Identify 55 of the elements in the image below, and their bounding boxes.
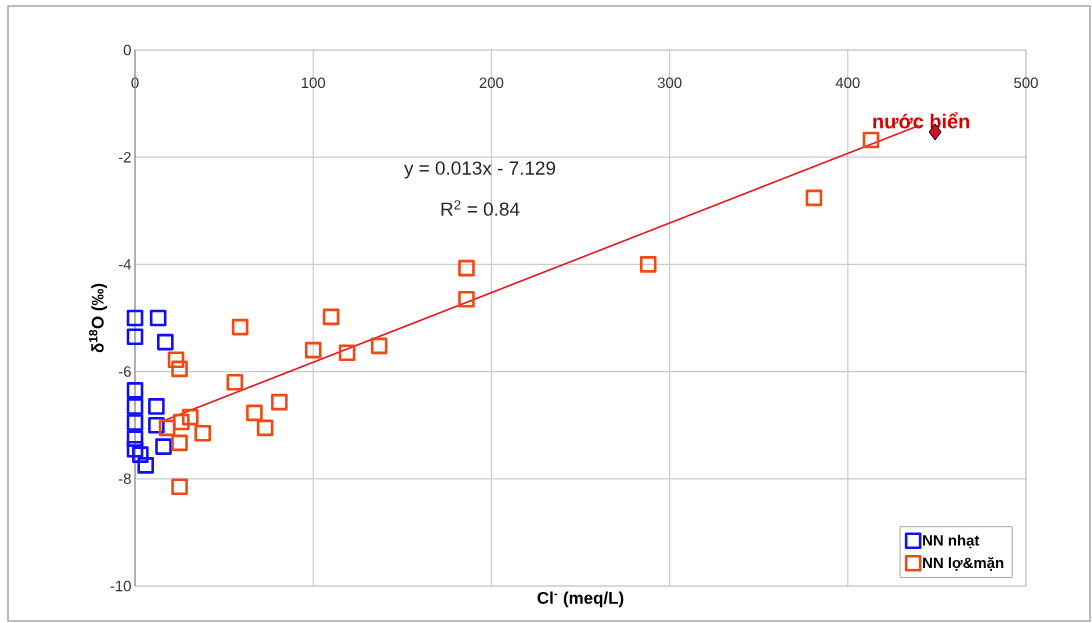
annotation: y = 0.013x - 7.129 (404, 161, 556, 179)
x-tick-label: 200 (479, 77, 504, 89)
point (132, 446, 149, 463)
point (157, 333, 174, 351)
point (639, 256, 657, 273)
point (126, 382, 144, 399)
point (194, 424, 212, 442)
annotation: nước biển (873, 112, 970, 129)
point (256, 419, 274, 437)
point (271, 393, 288, 411)
point (181, 408, 199, 426)
x-tick-label: 400 (835, 77, 860, 89)
x-tick-label: 100 (301, 77, 326, 89)
point (805, 189, 823, 207)
point (137, 457, 154, 474)
x-tick-label: 300 (657, 77, 682, 89)
point (158, 419, 176, 437)
point (167, 351, 185, 369)
point (226, 374, 244, 391)
x-axis-title: Cl$^{-}$ (meq/L) (537, 591, 624, 608)
point (126, 414, 144, 431)
y-axis-title: δ$^{18}$O (‰) (89, 283, 108, 353)
point (148, 398, 165, 415)
point (246, 404, 263, 422)
x-tick-label: 0 (131, 77, 139, 89)
point (155, 438, 172, 455)
legend-label: NN nhạt (923, 534, 980, 549)
point (126, 309, 144, 327)
y-tick-label: -2 (118, 151, 131, 163)
annotation: R$^{2}$ = 0.84 (441, 200, 520, 216)
y-tick-label: -6 (118, 366, 131, 377)
point (304, 341, 322, 359)
point (126, 328, 144, 346)
point (370, 337, 388, 355)
point (338, 344, 356, 362)
y-tick-label: -4 (118, 259, 132, 270)
y-tick-label: -8 (118, 473, 131, 485)
x-tick-label: 500 (1014, 77, 1038, 89)
y-tick-label: -10 (110, 580, 131, 592)
point (126, 430, 144, 447)
point (231, 318, 249, 336)
point (171, 360, 188, 378)
point (126, 441, 144, 458)
y-tick-label: 0 (123, 44, 131, 56)
point (458, 259, 475, 277)
point (458, 290, 475, 308)
point (322, 308, 340, 326)
legend-label: NN lợ&mặn (923, 556, 1004, 571)
point (126, 398, 144, 415)
point (173, 413, 190, 431)
point (148, 416, 165, 434)
point (862, 131, 880, 149)
point (171, 478, 188, 496)
point (171, 434, 188, 452)
point (149, 309, 167, 327)
